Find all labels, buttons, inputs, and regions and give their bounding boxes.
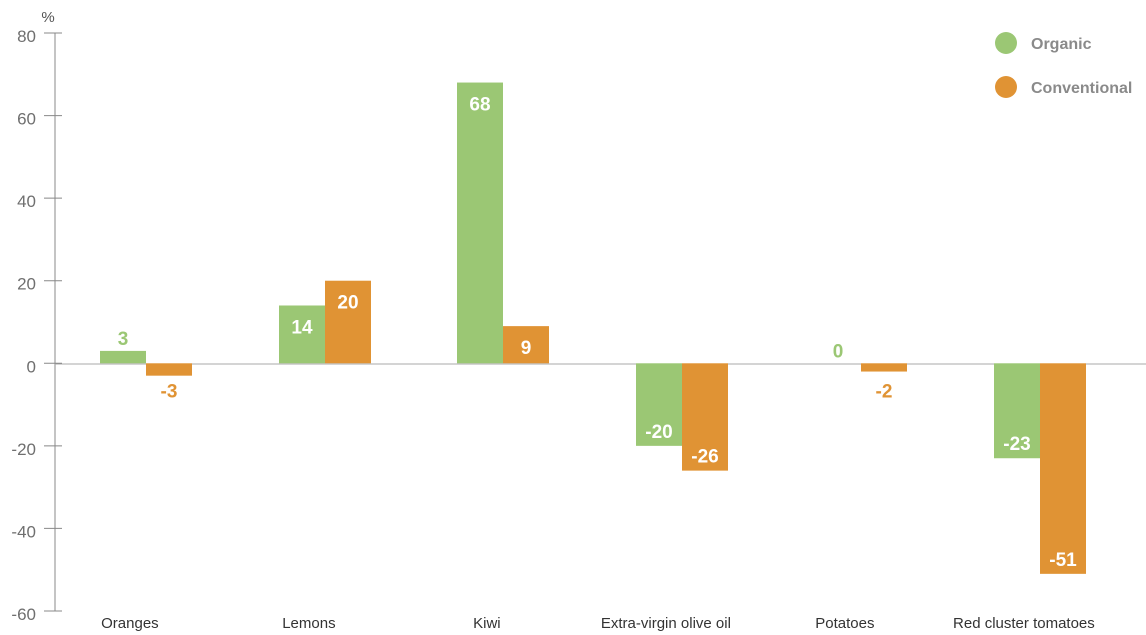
y-axis-ticks: 80 60 40 20 0 -20 -40 -60 [11,27,62,624]
bar-organic-red-cluster-tomatoes [994,363,1040,459]
legend: Organic Conventional [995,32,1132,98]
data-label-organic-red-cluster-tomatoes: -23 [1003,434,1030,455]
data-label-organic-lemons: 14 [291,317,313,338]
bar-conventional-red-cluster-tomatoes [1040,363,1086,574]
legend-label-conventional: Conventional [1031,80,1132,97]
y-tick-label: -60 [11,605,36,624]
y-tick-label: -40 [11,522,36,541]
category-label-lemons: Lemons [282,615,335,632]
bar-conventional-kiwi [503,326,549,364]
category-label-oranges: Oranges [101,615,159,632]
category-labels-group: Oranges Lemons Kiwi Extra-virgin olive oil P… [101,615,1095,632]
data-label-organic-oranges: 3 [118,329,129,350]
bar-organic-oranges [100,350,146,364]
y-axis-unit-label: % [41,9,54,26]
legend-swatch-organic [995,32,1017,54]
bar-organic-extra-virgin-olive-oil [636,363,682,446]
bar-organic-lemons [279,305,325,364]
data-label-organic-extra-virgin-olive-oil: -20 [645,422,672,443]
y-tick-label: 40 [17,192,36,211]
bar-conventional-extra-virgin-olive-oil [682,363,728,471]
category-label-red-cluster-tomatoes: Red cluster tomatoes [953,615,1095,632]
data-label-conventional-lemons: 20 [337,293,358,314]
data-label-conventional-extra-virgin-olive-oil: -26 [691,447,718,468]
category-label-extra-virgin-olive-oil: Extra-virgin olive oil [601,615,731,632]
data-label-organic-kiwi: 68 [469,95,490,116]
legend-swatch-conventional [995,76,1017,98]
data-labels-group: 3 -3 14 20 68 9 -20 -26 0 -2 -23 -51 [118,95,1077,571]
y-tick-label: 0 [27,357,36,376]
category-label-potatoes: Potatoes [815,615,874,632]
bar-conventional-potatoes [861,363,907,372]
bar-conventional-oranges [146,363,192,376]
y-tick-label: 20 [17,275,36,294]
legend-label-organic: Organic [1031,36,1092,53]
y-tick-label: 60 [17,110,36,129]
bar-conventional-lemons [325,280,371,364]
data-label-conventional-potatoes: -2 [876,381,893,402]
data-label-conventional-oranges: -3 [161,381,178,402]
data-label-organic-potatoes: 0 [833,341,844,362]
bars-group [100,82,1086,574]
data-label-conventional-red-cluster-tomatoes: -51 [1049,550,1077,571]
category-label-kiwi: Kiwi [473,615,501,632]
y-tick-label: 80 [17,27,36,46]
y-tick-label: -20 [11,440,36,459]
data-label-conventional-kiwi: 9 [521,338,532,359]
bar-organic-kiwi [457,82,503,364]
